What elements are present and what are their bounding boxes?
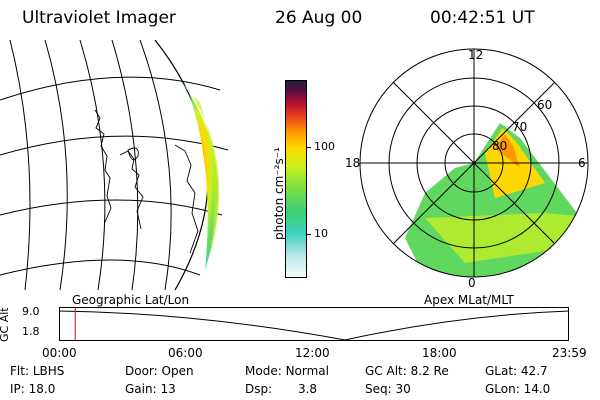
polar-diagonal <box>392 81 556 245</box>
mlat-label-80: 80 <box>492 139 508 153</box>
parallel-line <box>0 199 223 216</box>
timeline-xtick-1200: 12:00 <box>295 346 330 360</box>
instrument-title: Ultraviolet Imager <box>22 8 176 28</box>
polar-plot <box>359 48 589 278</box>
mlt-label-6: 6 <box>578 156 586 170</box>
timeline-xtick-1800: 18:00 <box>422 346 457 360</box>
colorbar <box>285 80 307 278</box>
aurora-core-geo <box>192 95 220 255</box>
meridian-line <box>44 40 68 290</box>
left-panel-caption: Geographic Lat/Lon <box>72 293 190 307</box>
timeline-plot <box>58 307 570 341</box>
meridian-line <box>139 40 172 290</box>
time-label: 00:42:51 UT <box>430 8 535 28</box>
timeline-xtick-0000: 00:00 <box>42 346 77 360</box>
geographic-map <box>0 40 229 290</box>
date-label: 26 Aug 00 <box>275 8 363 28</box>
altitude-curve <box>58 307 570 341</box>
timeline-ylabel: GC Alt <box>0 307 11 342</box>
status-filter: Flt: LBHS <box>10 364 65 378</box>
timeline-xtick-0600: 06:00 <box>168 346 203 360</box>
status-ip: IP: 18.0 <box>10 382 56 396</box>
island-outline <box>127 147 139 161</box>
status-gc-alt: GC Alt: 8.2 Re <box>365 364 449 378</box>
status-gain: Gain: 13 <box>125 382 176 396</box>
colorbar-tick <box>306 147 311 148</box>
meridian-line <box>9 40 31 290</box>
colorbar-label: photon cm⁻²s⁻¹ <box>272 147 286 240</box>
mlt-label-12: 12 <box>468 48 484 62</box>
meridian-line <box>111 40 139 290</box>
coastline <box>94 109 112 223</box>
aurora-oval-geo <box>180 80 218 270</box>
parallel-line <box>0 76 221 101</box>
timeline-ytick-low: 1.8 <box>22 325 40 338</box>
parallel-line <box>0 259 201 276</box>
status-glat: GLat: 42.7 <box>485 364 548 378</box>
status-mode: Mode: Normal <box>245 364 329 378</box>
timeline-ytick-high: 9.0 <box>22 305 40 318</box>
colorbar-tick-label-100: 100 <box>314 140 335 153</box>
colorbar-tick-label-10: 10 <box>314 227 328 240</box>
aurora-peak-polar <box>495 134 520 168</box>
meridian-line <box>79 40 106 290</box>
earth-limb <box>154 40 209 290</box>
status-dsp: Dsp: 3.8 <box>245 382 318 396</box>
status-seq: Seq: 30 <box>365 382 411 396</box>
mlt-label-0: 0 <box>468 276 476 290</box>
status-glon: GLon: 14.0 <box>485 382 551 396</box>
colorbar-tick <box>306 234 311 235</box>
aurora-band-polar <box>425 213 577 263</box>
coastline <box>174 144 199 254</box>
mlat-label-70: 70 <box>512 120 528 134</box>
timeline-xtick-2359: 23:59 <box>552 346 587 360</box>
geographic-map-panel <box>0 40 265 290</box>
mlt-label-18: 18 <box>345 156 361 170</box>
status-door: Door: Open <box>125 364 194 378</box>
parallel-line <box>0 135 229 156</box>
right-panel-caption: Apex MLat/MLT <box>424 293 514 307</box>
mlat-label-60: 60 <box>537 98 553 112</box>
coastline <box>119 150 144 230</box>
